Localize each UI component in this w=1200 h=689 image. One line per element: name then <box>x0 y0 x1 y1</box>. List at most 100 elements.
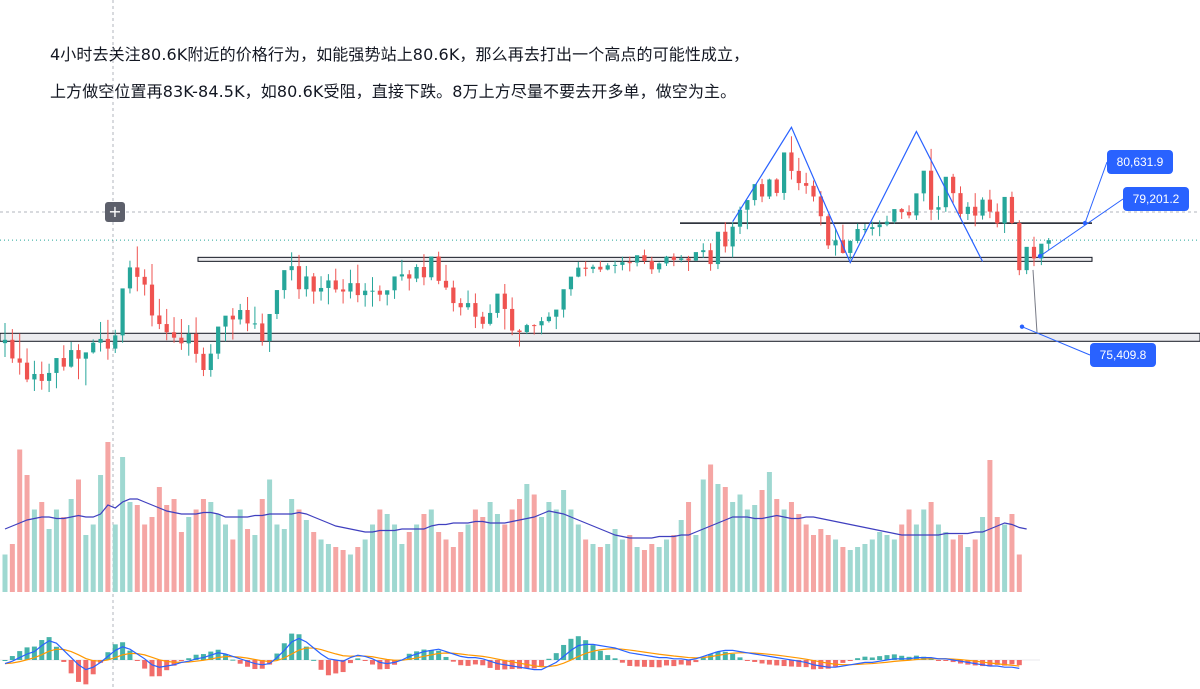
macd-histogram-bar <box>377 660 383 670</box>
volume-bar <box>641 550 647 592</box>
macd-histogram-bar <box>46 637 52 660</box>
candle-body <box>54 358 59 373</box>
candle-body <box>693 252 698 261</box>
price-label-layer: 80,631.9 79,201.2 75,409.8 <box>1019 150 1189 367</box>
candle-body <box>892 209 897 222</box>
candle-body <box>973 206 978 216</box>
macd-histogram-bar <box>245 660 251 667</box>
macd-histogram-bar <box>803 660 809 668</box>
macd-histogram-bar <box>333 660 339 674</box>
plus-icon[interactable]: + <box>105 202 125 222</box>
candle-body <box>745 200 750 210</box>
candle-body <box>83 352 88 359</box>
candle-body <box>737 209 743 227</box>
volume-bar <box>347 554 353 592</box>
volume-bar <box>421 514 427 592</box>
candle-body <box>1017 222 1022 271</box>
macd-histogram-bar <box>869 657 875 660</box>
lower-zone-box <box>0 332 1200 342</box>
candle-body <box>980 199 985 216</box>
volume-bar <box>186 517 192 592</box>
volume-bar <box>811 535 816 592</box>
macd-histogram-bar <box>612 658 618 660</box>
candle-body <box>987 199 992 212</box>
candle-body <box>759 184 765 197</box>
macd-histogram-bar <box>164 660 170 671</box>
candle-body <box>223 315 228 327</box>
volume-bar <box>311 532 317 592</box>
volume-bar <box>877 532 883 592</box>
candle-body <box>105 338 110 349</box>
volume-bar <box>436 532 442 592</box>
volume-bar <box>980 517 986 592</box>
volume-bar <box>737 494 743 592</box>
candle-body <box>194 333 199 354</box>
candle-body <box>789 152 794 171</box>
candle-body <box>171 332 177 338</box>
macd-histogram-bar <box>664 660 669 666</box>
candle-body <box>363 290 368 296</box>
candle-body <box>127 267 133 289</box>
macd-histogram-bar <box>178 660 184 661</box>
macd-histogram-bar <box>230 659 236 661</box>
macd-histogram-bar <box>340 660 346 673</box>
drop-projection-line <box>1032 269 1038 333</box>
volume-bar <box>913 524 919 592</box>
macd-histogram-bar <box>2 660 8 661</box>
volume-bar <box>759 490 765 592</box>
candle-layer <box>2 136 1051 393</box>
volume-pane <box>2 442 1027 592</box>
candle-body <box>392 276 397 291</box>
candle-body <box>914 193 919 216</box>
candle-body <box>488 312 493 324</box>
macd-histogram-bar <box>289 633 295 660</box>
volume-bar <box>583 539 589 592</box>
volume-bar <box>766 472 772 592</box>
candle-body <box>252 323 257 325</box>
macd-histogram-bar <box>76 660 81 682</box>
candle-body <box>458 303 463 308</box>
macd-histogram-bar <box>744 660 750 661</box>
candle-body <box>1031 246 1037 259</box>
macd-histogram-bar <box>487 660 493 668</box>
macd-histogram-bar <box>877 656 883 660</box>
macd-histogram-bar <box>833 660 839 667</box>
volume-bar <box>928 502 934 592</box>
candle-body <box>304 276 309 290</box>
candle-body <box>355 283 360 296</box>
volume-bar <box>61 517 67 592</box>
candle-body <box>627 262 632 264</box>
volume-bar <box>906 509 912 592</box>
macd-histogram-bar <box>318 660 324 670</box>
macd-histogram-bar <box>186 658 192 660</box>
volume-bar <box>53 509 59 592</box>
macd-histogram-bar <box>891 654 897 660</box>
volume-bar <box>693 535 699 592</box>
volume-bar <box>414 524 420 592</box>
macd-histogram-bar <box>215 649 221 660</box>
volume-bar <box>568 509 574 592</box>
volume-bar <box>597 547 603 592</box>
macd-histogram-bar <box>9 656 15 660</box>
candle-body <box>311 276 316 292</box>
candle-body <box>429 256 434 278</box>
candle-body <box>473 303 478 317</box>
volume-bar <box>774 499 780 592</box>
volume-bar <box>384 514 390 592</box>
volume-bar <box>193 509 199 592</box>
candle-body <box>657 263 662 270</box>
resistance-label-box <box>1107 150 1173 174</box>
candle-body <box>267 313 272 342</box>
macd-histogram-bar <box>899 655 905 660</box>
volume-bar <box>678 520 684 592</box>
candle-body <box>576 267 581 277</box>
candle-body <box>796 170 801 184</box>
macd-histogram-bar <box>480 660 486 666</box>
current-label-text: 79,201.2 <box>1133 192 1180 206</box>
volume-bar <box>200 499 206 592</box>
candle-body <box>649 260 654 270</box>
candle-body <box>818 196 823 217</box>
candle-body <box>546 316 551 322</box>
candle-body <box>929 170 934 210</box>
